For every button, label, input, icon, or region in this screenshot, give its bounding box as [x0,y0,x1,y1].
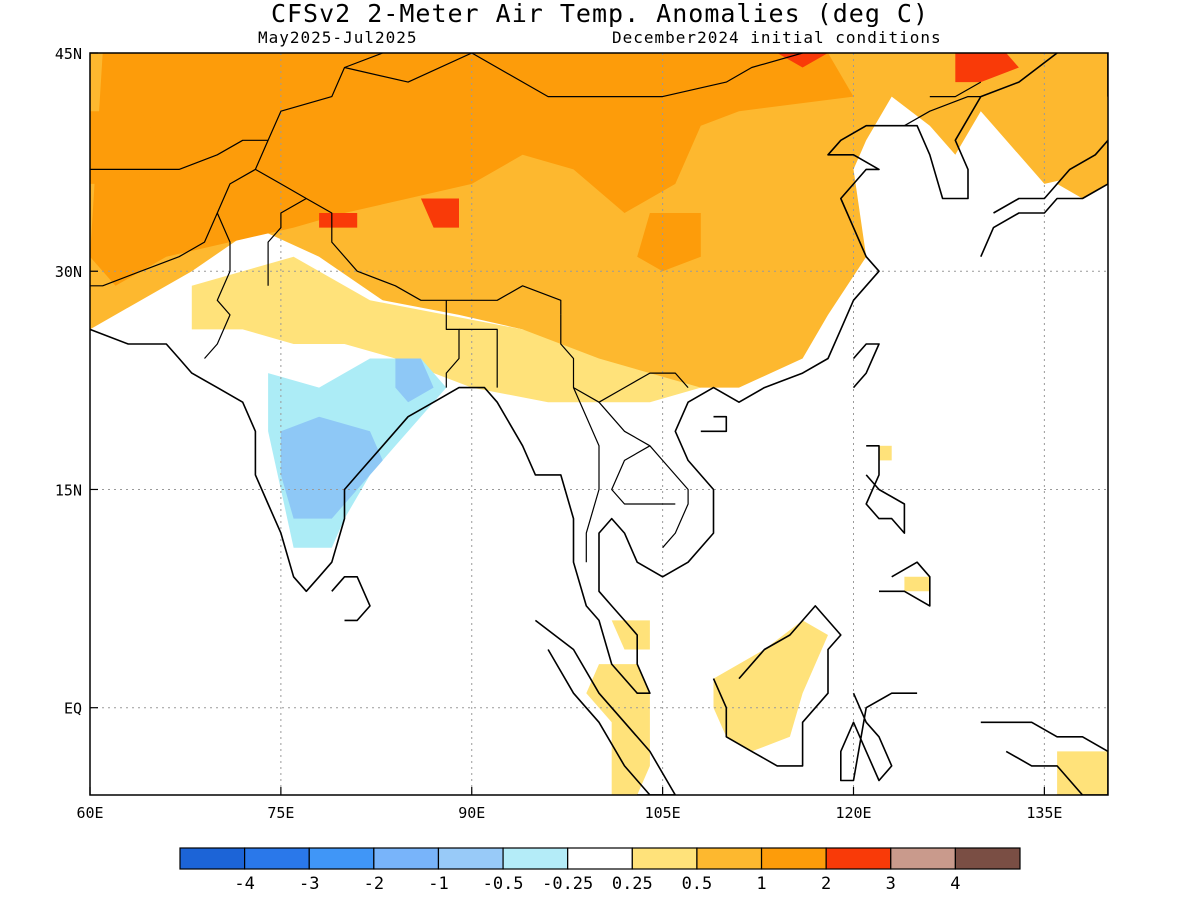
country-border [267,197,307,286]
lat-tick-label: 15N [55,481,82,499]
colorbar-label: -2 [364,874,384,894]
forecast-period: May2025-Jul2025 [258,28,418,47]
country-border [904,95,981,127]
country-borders [90,53,982,563]
anomaly-region-malaya-mild [611,620,650,650]
anomaly-region-borneo-mild [713,620,828,752]
anomaly-region-india-cool-0.5 [280,416,383,519]
colorbar-swatch [502,847,569,870]
coastline [879,561,931,607]
anomaly-region-philippines-mild [879,445,892,461]
coastline [839,692,918,782]
colorbar-swatch [890,847,956,870]
lon-tick-label: 105E [645,804,681,822]
colorbar-swatch [373,847,440,870]
anomaly-region-newguinea-mild [1057,751,1108,795]
anomaly-region-sumatra-mild [586,664,650,795]
colorbar-label: -3 [299,874,319,894]
country-border [445,300,460,388]
anomaly-region-gulf-warm-1 [90,111,167,184]
colorbar-swatch [567,847,633,870]
colorbar: -4 -3 -2 -1 -0.5 -0.25 0.25 0.5 1 2 3 4 [179,847,1021,894]
country-border [598,401,689,549]
anomaly-region-bengal-cool-0.5 [395,358,434,403]
coastline [90,53,1058,695]
country-border [572,387,600,563]
lon-tick-label: 60E [76,804,103,822]
colorbar-swatch [760,847,827,870]
coastline [331,575,371,622]
colorbar-label: 0.5 [682,874,713,894]
colorbar-swatch [696,847,763,870]
country-border [90,140,269,287]
country-border [90,53,383,170]
colorbar-label: 3 [886,874,896,894]
anomaly-region-mindanao-mild [904,576,930,592]
initial-conditions: December2024 initial conditions [612,28,942,47]
coastline [980,721,1108,795]
colorbar-swatch [244,847,310,870]
coastline [852,343,880,389]
lon-tick-label: 120E [835,804,871,822]
anomaly-region-kashmir-warm-2 [319,213,358,228]
colorbar-label: 4 [950,874,960,894]
country-border [471,53,803,98]
coastline [534,619,677,795]
colorbar-swatch [437,847,504,870]
colorbar-label: -1 [428,874,448,894]
lon-tick-label: 75E [267,804,294,822]
country-border [204,212,231,359]
country-border [255,168,562,315]
coastline [700,415,728,433]
colorbar-label: 1 [756,874,766,894]
country-border [929,81,982,98]
coastlines [90,53,1108,795]
lat-lon-grid [90,53,1108,795]
lon-tick-label: 135E [1026,804,1062,822]
axis-ticks: 45N 30N 15N EQ 60E 75E 90E 105E 120E 135E [55,45,1063,822]
anomaly-shading [90,53,1108,795]
coastline [712,605,842,767]
colorbar-swatch [179,847,246,870]
anomaly-region-tibet-warm-2a [420,198,459,228]
colorbar-swatch [825,847,892,870]
country-border [459,328,498,388]
country-border [344,53,473,83]
anomaly-region-china-warm-1 [637,213,701,272]
colorbar-label: -4 [234,874,254,894]
lat-tick-label: 30N [55,263,82,281]
lat-tick-label: 45N [55,45,82,63]
chart-title: CFSv2 2-Meter Air Temp. Anomalies (deg C… [270,0,930,28]
colorbar-label: 2 [821,874,831,894]
map-frame [89,52,1109,796]
lon-tick-label: 90E [458,804,485,822]
colorbar-swatch [308,847,375,870]
colorbar-swatch [631,847,698,870]
colorbar-label: -0.25 [542,874,593,894]
colorbar-label: -0.5 [483,874,524,894]
coastline [865,444,906,534]
colorbar-swatch [954,847,1021,870]
lat-tick-label: EQ [64,700,82,718]
colorbar-label: 0.25 [612,874,653,894]
anomaly-region-manchuria-warm-2 [955,53,1019,83]
coastline [980,139,1108,258]
country-border [611,445,676,505]
